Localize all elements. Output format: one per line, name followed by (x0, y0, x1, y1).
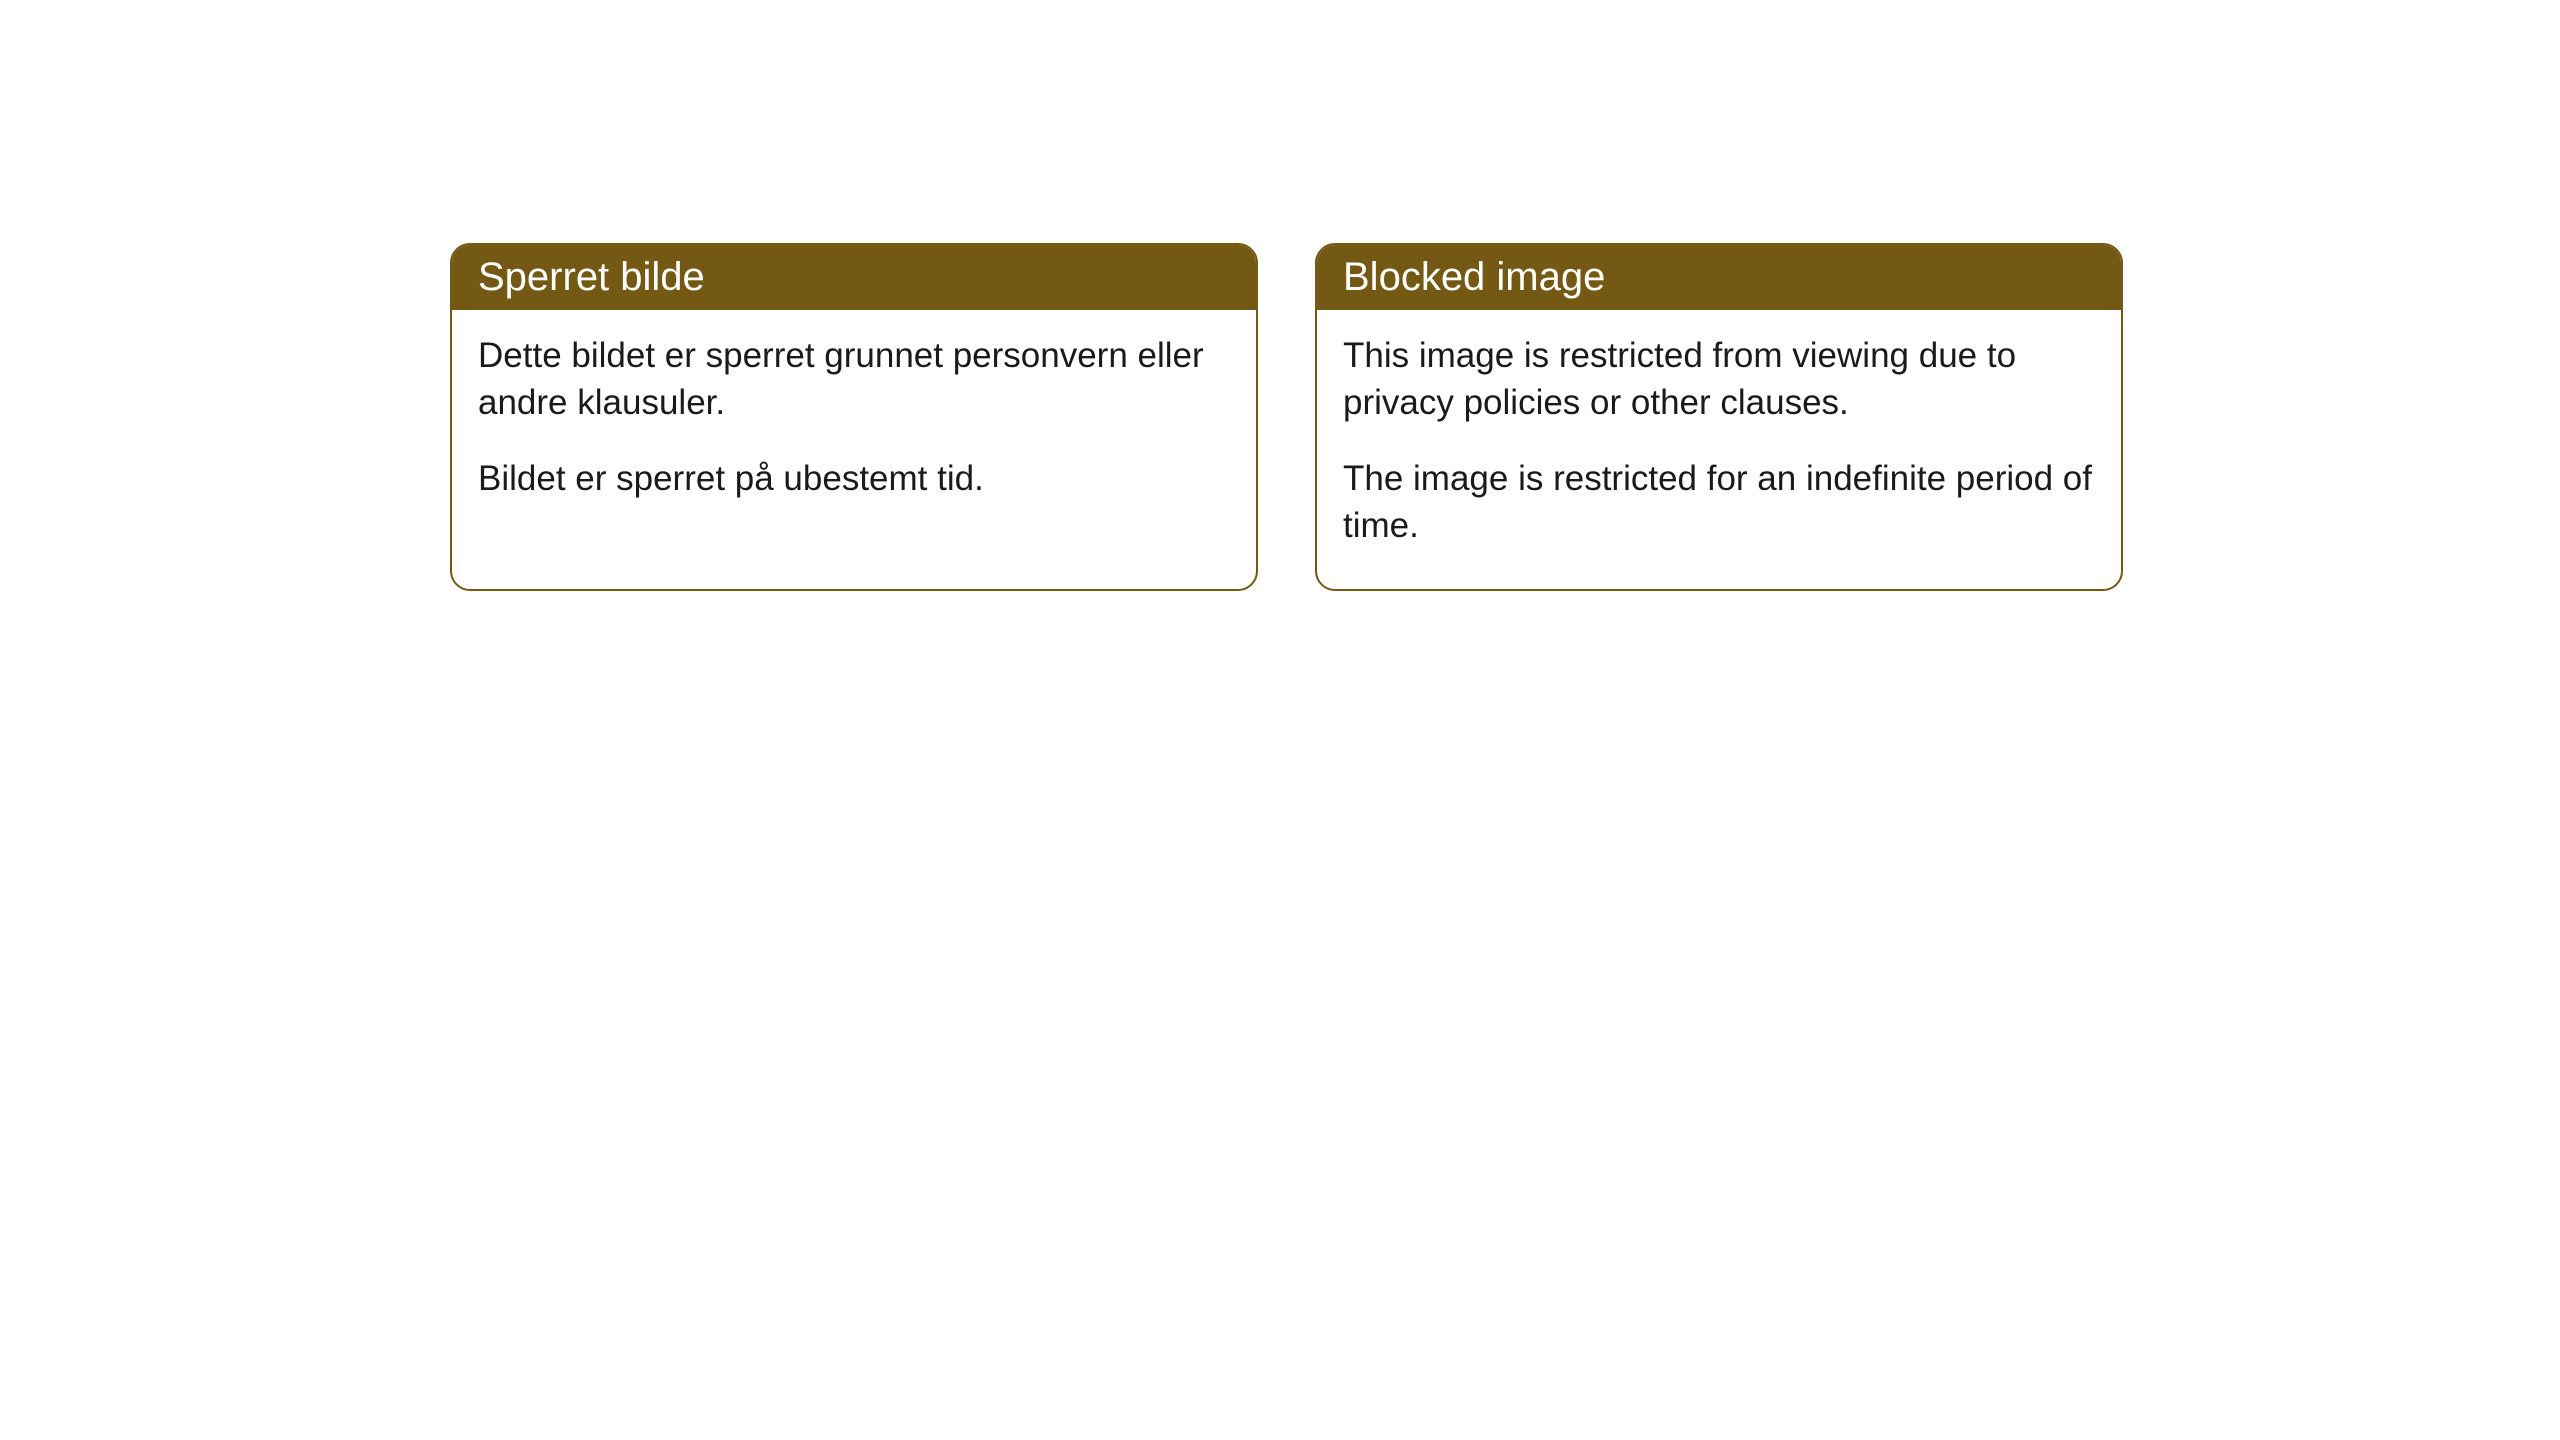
notice-container: Sperret bilde Dette bildet er sperret gr… (0, 0, 2560, 591)
notice-card-norwegian: Sperret bilde Dette bildet er sperret gr… (450, 243, 1258, 591)
notice-body: Dette bildet er sperret grunnet personve… (452, 310, 1256, 542)
notice-paragraph: Bildet er sperret på ubestemt tid. (478, 455, 1230, 502)
notice-header: Blocked image (1317, 245, 2121, 310)
notice-header: Sperret bilde (452, 245, 1256, 310)
notice-paragraph: Dette bildet er sperret grunnet personve… (478, 332, 1230, 427)
notice-paragraph: This image is restricted from viewing du… (1343, 332, 2095, 427)
notice-paragraph: The image is restricted for an indefinit… (1343, 455, 2095, 550)
notice-card-english: Blocked image This image is restricted f… (1315, 243, 2123, 591)
notice-body: This image is restricted from viewing du… (1317, 310, 2121, 589)
